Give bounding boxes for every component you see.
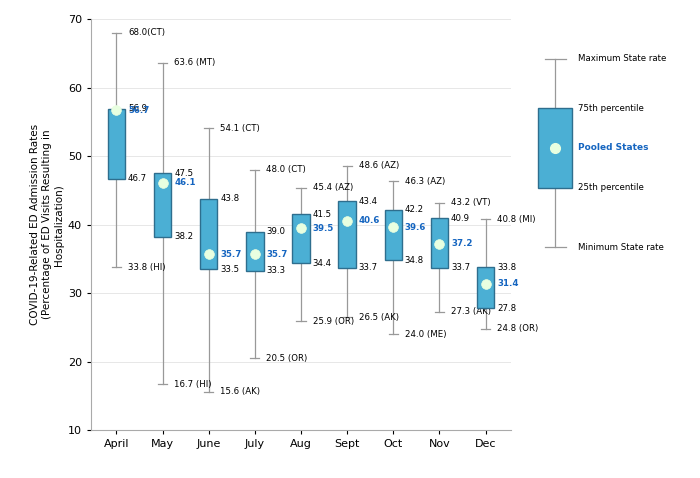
- Text: 46.7: 46.7: [128, 174, 147, 183]
- Text: 34.4: 34.4: [312, 259, 332, 268]
- Bar: [430, 218, 448, 268]
- Text: Pooled States: Pooled States: [578, 143, 649, 152]
- Text: 34.8: 34.8: [405, 256, 424, 265]
- Text: 48.0 (CT): 48.0 (CT): [267, 165, 306, 174]
- Text: 39.6: 39.6: [405, 223, 426, 232]
- Text: 27.3 (AK): 27.3 (AK): [451, 307, 491, 316]
- Text: 45.4 (AZ): 45.4 (AZ): [312, 183, 353, 192]
- Text: 35.7: 35.7: [220, 250, 241, 259]
- Text: 75th percentile: 75th percentile: [578, 104, 645, 113]
- Text: 25.9 (OR): 25.9 (OR): [312, 317, 354, 326]
- Text: 33.5: 33.5: [220, 265, 239, 274]
- Bar: [108, 109, 125, 179]
- Text: 24.8 (OR): 24.8 (OR): [497, 324, 538, 333]
- Text: 20.5 (OR): 20.5 (OR): [267, 354, 307, 363]
- Text: 56.9: 56.9: [128, 104, 147, 113]
- Text: 46.1: 46.1: [174, 178, 195, 187]
- Y-axis label: COVID-19-Related ED Admission Rates
(Percentage of ED Visits Resulting in
Hospit: COVID-19-Related ED Admission Rates (Per…: [31, 124, 64, 325]
- Bar: [338, 201, 356, 268]
- Text: Maximum State rate: Maximum State rate: [578, 54, 667, 63]
- Text: 25th percentile: 25th percentile: [578, 183, 645, 192]
- Text: 33.8: 33.8: [497, 262, 517, 272]
- Text: 33.7: 33.7: [358, 263, 378, 272]
- Bar: [246, 231, 264, 271]
- Text: 43.2 (VT): 43.2 (VT): [451, 198, 491, 207]
- Text: 39.5: 39.5: [312, 224, 334, 233]
- Text: 39.0: 39.0: [267, 227, 286, 236]
- Text: 46.3 (AZ): 46.3 (AZ): [405, 177, 445, 186]
- Text: 48.6 (AZ): 48.6 (AZ): [358, 161, 399, 170]
- Bar: [538, 108, 573, 188]
- Text: 33.8 (HI): 33.8 (HI): [128, 262, 165, 272]
- Text: 35.7: 35.7: [267, 250, 288, 259]
- Text: 33.3: 33.3: [267, 266, 286, 275]
- Text: 41.5: 41.5: [312, 210, 332, 219]
- Text: 27.8: 27.8: [497, 304, 517, 313]
- Bar: [292, 214, 310, 263]
- Text: 33.7: 33.7: [451, 263, 470, 272]
- Text: 40.6: 40.6: [358, 216, 380, 225]
- Text: 40.8 (MI): 40.8 (MI): [497, 215, 536, 224]
- Text: 24.0 (ME): 24.0 (ME): [405, 330, 447, 339]
- Bar: [200, 199, 218, 269]
- Text: 31.4: 31.4: [497, 279, 519, 288]
- Text: 68.0(CT): 68.0(CT): [128, 28, 165, 37]
- Text: 42.2: 42.2: [405, 205, 424, 214]
- Text: 43.8: 43.8: [220, 194, 239, 203]
- Text: 37.2: 37.2: [451, 239, 473, 249]
- Text: 26.5 (AK): 26.5 (AK): [358, 313, 399, 322]
- Text: 47.5: 47.5: [174, 169, 193, 178]
- Bar: [154, 174, 172, 237]
- Text: Minimum State rate: Minimum State rate: [578, 243, 664, 252]
- Text: 38.2: 38.2: [174, 232, 193, 241]
- Bar: [384, 209, 402, 261]
- Text: 40.9: 40.9: [451, 214, 470, 223]
- Text: 63.6 (MT): 63.6 (MT): [174, 58, 216, 67]
- Text: 54.1 (CT): 54.1 (CT): [220, 123, 260, 132]
- Text: 16.7 (HI): 16.7 (HI): [174, 380, 211, 389]
- Text: 15.6 (AK): 15.6 (AK): [220, 387, 260, 396]
- Text: 43.4: 43.4: [358, 197, 378, 206]
- Text: 56.7: 56.7: [128, 106, 149, 115]
- Bar: [477, 267, 494, 308]
